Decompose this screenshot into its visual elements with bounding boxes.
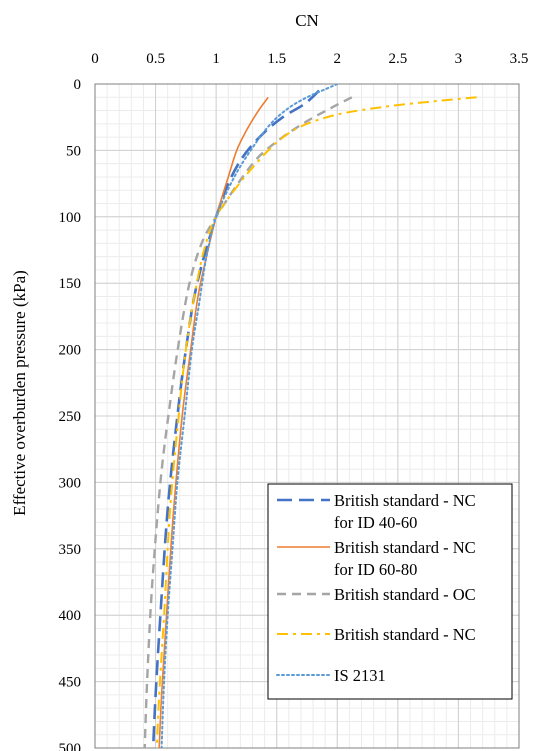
y-tick-label: 200 [59, 343, 82, 359]
y-tick-label: 300 [59, 475, 82, 491]
x-tick-label: 3 [455, 51, 463, 67]
x-tick-label: 0.5 [146, 51, 165, 67]
y-axis-ticks: 0 50 100 150 200 250 300 350 400 450 500 [59, 77, 82, 751]
y-tick-label: 150 [59, 276, 82, 292]
legend-label: British standard - OC [334, 585, 476, 604]
y-tick-label: 50 [66, 143, 81, 159]
plot-frame [94, 83, 520, 749]
y-tick-label: 450 [59, 675, 82, 691]
series-layer [143, 84, 477, 748]
legend-label: British standard - NC [334, 538, 476, 557]
x-axis-ticks: 0 0.5 1 1.5 2 2.5 3 3.5 [91, 51, 528, 67]
series-line-2 [158, 96, 269, 748]
series-line-1 [151, 89, 321, 748]
legend-label: for ID 40-60 [334, 513, 417, 532]
y-tick-label: 500 [59, 741, 82, 751]
y-tick-label: 100 [59, 210, 82, 226]
x-tick-label: 3.5 [510, 51, 529, 67]
x-tick-label: 2 [334, 51, 342, 67]
legend-box [267, 483, 513, 700]
legend-label: IS 2131 [334, 666, 386, 685]
y-tick-label: 400 [59, 608, 82, 624]
y-tick-label: 0 [74, 77, 82, 93]
legend-label: British standard - NC [334, 491, 476, 510]
y-tick-label: 350 [59, 542, 82, 558]
series-line-5 [160, 84, 339, 748]
x-tick-label: 2.5 [388, 51, 407, 67]
series-line-4 [155, 96, 477, 748]
series-line-3 [143, 96, 353, 748]
y-axis-title: Effective overburden pressure (kPa) [10, 270, 29, 516]
legend-label: British standard - NC [334, 625, 476, 644]
x-axis-title: CN [295, 11, 319, 30]
x-tick-label: 1 [212, 51, 220, 67]
x-tick-label: 0 [91, 51, 99, 67]
legend: British standard - NC for ID 40-60 British… [267, 483, 513, 700]
x-tick-label: 1.5 [267, 51, 286, 67]
y-tick-label: 250 [59, 409, 82, 425]
legend-label: for ID 60-80 [334, 560, 417, 579]
